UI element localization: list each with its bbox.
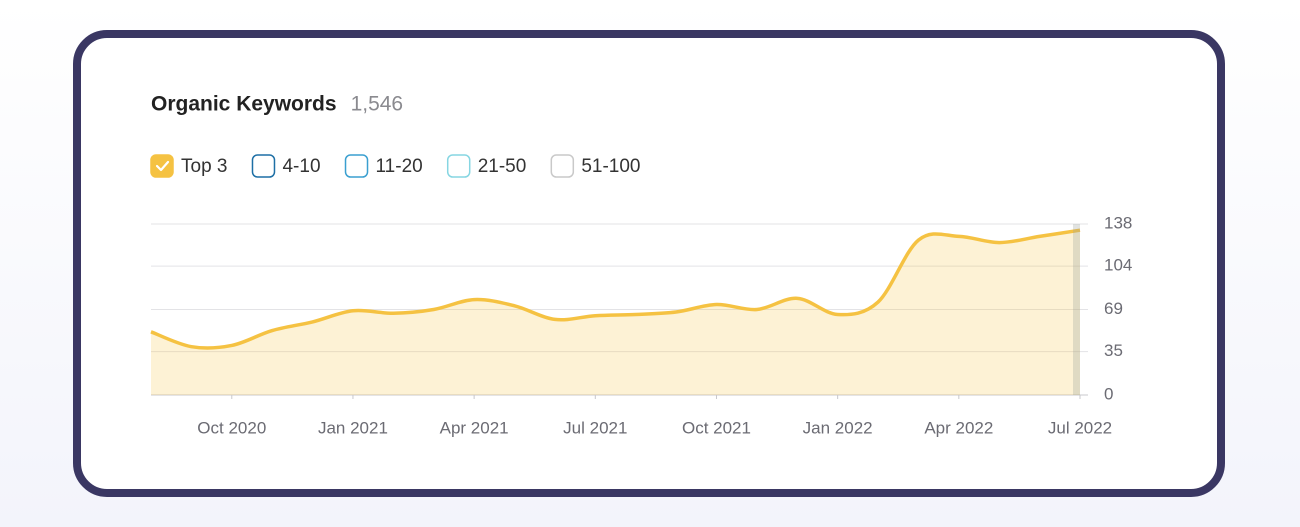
x-tick-label: Apr 2022	[924, 418, 993, 437]
y-tick-label: 0	[1104, 384, 1113, 403]
card	[73, 30, 1225, 497]
legend-label: 51-100	[581, 156, 640, 177]
x-tick-label: Jan 2022	[803, 418, 873, 437]
legend-label: 4-10	[282, 156, 320, 177]
legend-label: 11-20	[376, 156, 423, 177]
legend-checkbox	[150, 154, 174, 178]
legend-checkbox	[251, 154, 276, 178]
line	[150, 228, 1081, 350]
chart-title: Organic Keywords	[151, 93, 337, 116]
legend-item[interactable]: 4-10	[251, 154, 321, 178]
legend-item[interactable]: 21-50	[446, 154, 527, 178]
x-tick-label: Jan 2021	[318, 418, 388, 437]
legend-label: 21-50	[478, 156, 527, 177]
x-tick-label: Apr 2021	[440, 418, 509, 437]
x-tick-label: Jul 2021	[563, 418, 627, 437]
legend-checkbox	[446, 154, 471, 178]
y-tick-label: 69	[1104, 299, 1123, 318]
legend-checkbox	[550, 154, 575, 178]
x-tick-label: Oct 2021	[682, 418, 751, 437]
legend-item[interactable]: 11-20	[344, 154, 423, 178]
x-tick-label: Oct 2020	[197, 418, 266, 437]
y-tick-label: 104	[1104, 256, 1132, 275]
y-tick-label: 35	[1104, 341, 1123, 360]
legend-item[interactable]: 51-100	[550, 154, 640, 178]
area	[151, 230, 1080, 395]
legend-checkbox	[344, 154, 369, 178]
checkmark	[155, 160, 170, 172]
x-tick-label: Jul 2022	[1048, 418, 1112, 437]
y-tick-label: 138	[1104, 213, 1132, 232]
cursor-band	[1073, 224, 1080, 395]
legend-label: Top 3	[181, 156, 227, 177]
total-count: 1,546	[351, 93, 404, 116]
legend-item[interactable]: Top 3	[150, 154, 227, 178]
